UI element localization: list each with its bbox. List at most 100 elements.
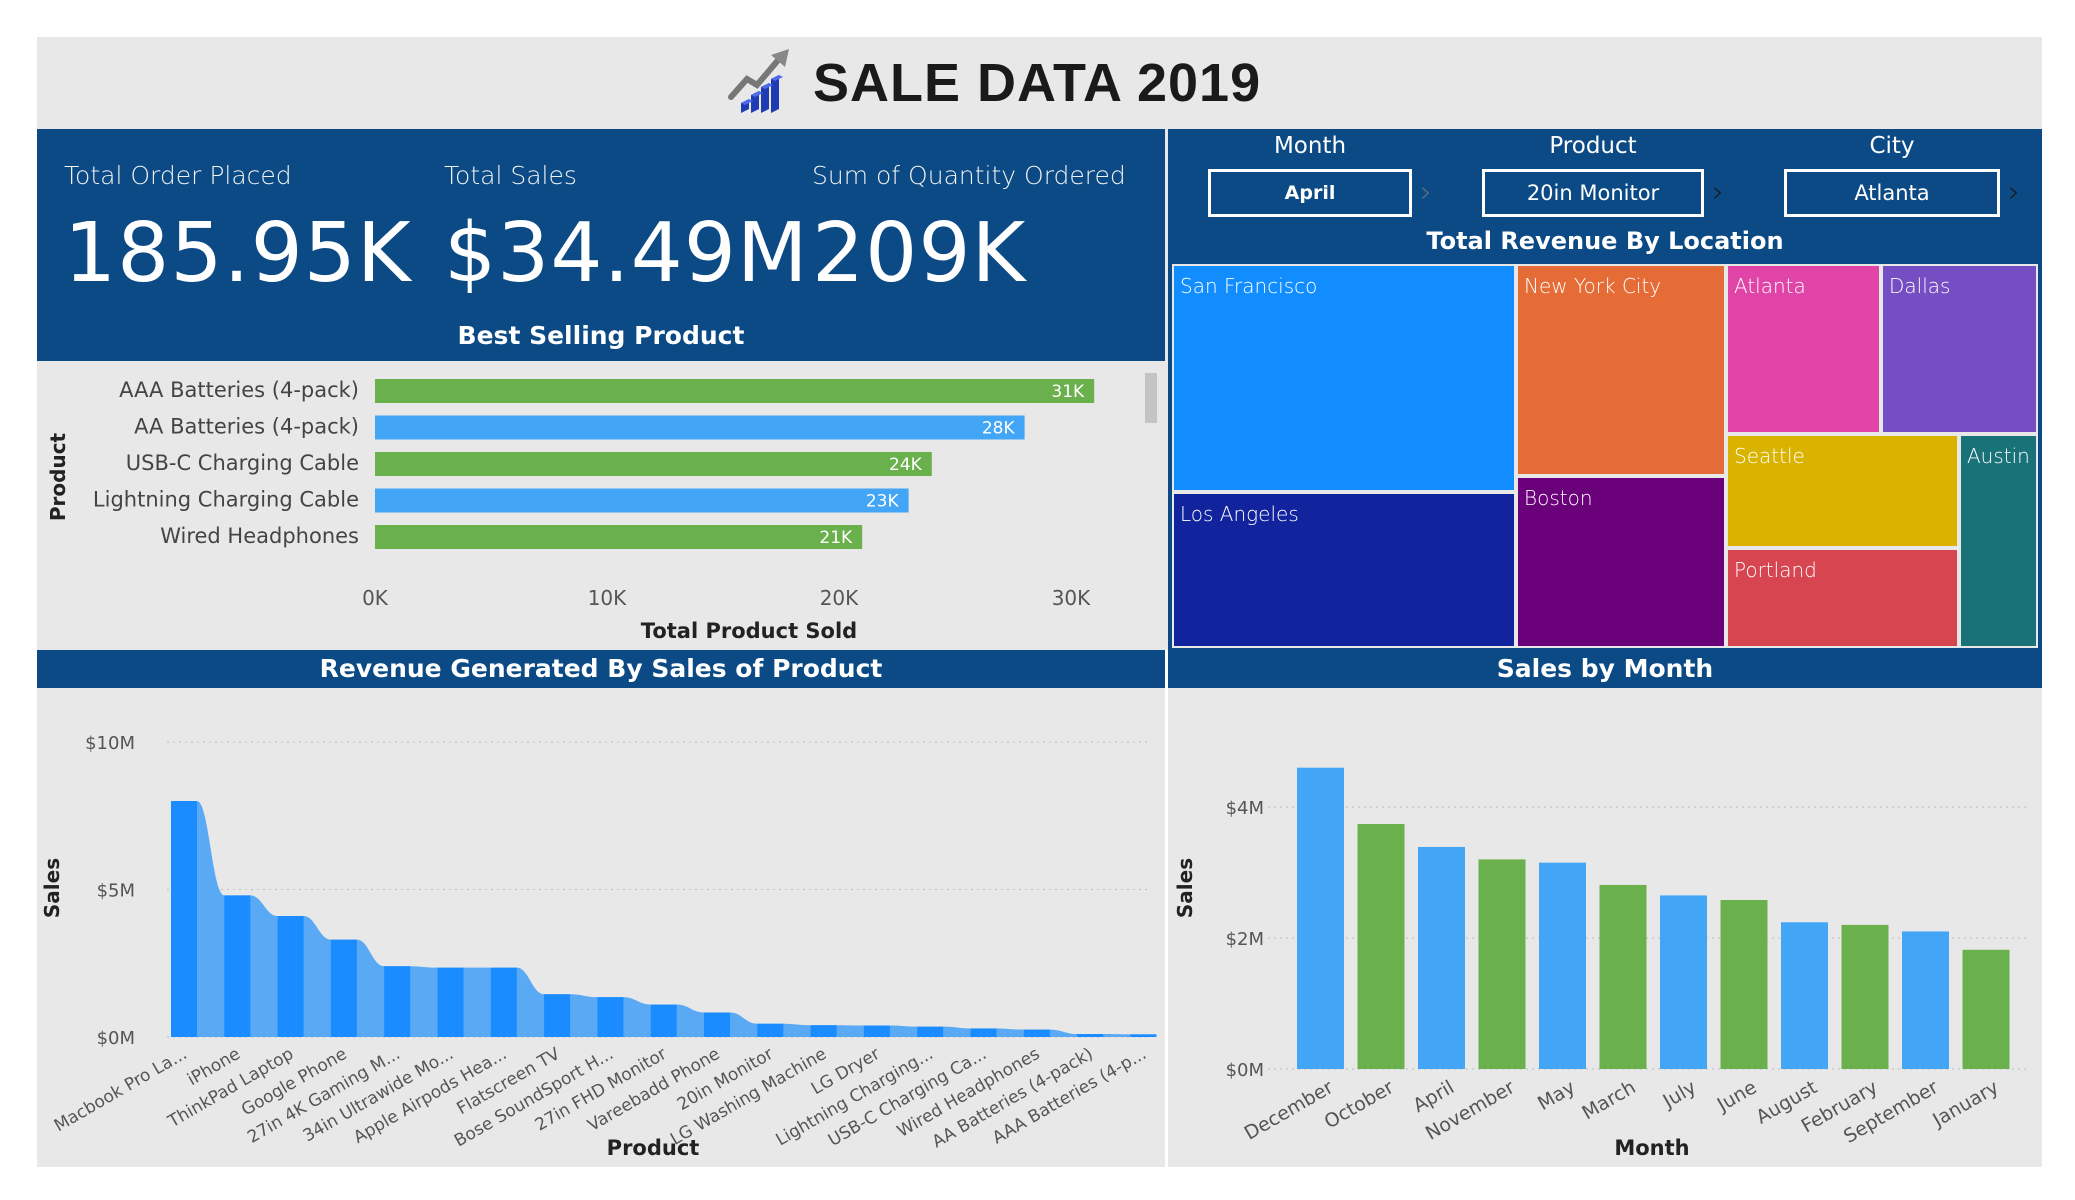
y-axis-label: Sales: [40, 858, 64, 918]
bar[interactable]: [863, 1025, 890, 1037]
y-axis-label: Product: [46, 432, 70, 521]
monthly-chart-title: Sales by Month: [1168, 650, 2042, 688]
x-axis-label: Product: [607, 1136, 700, 1160]
bar[interactable]: [597, 997, 624, 1037]
chevron-right-icon[interactable]: ›: [2008, 175, 2020, 210]
ribbon-area: [171, 801, 1157, 1037]
x-axis-label: Month: [1614, 1136, 1689, 1160]
x-tick-label: 30K: [1052, 586, 1091, 610]
data-label: 28K: [982, 419, 1016, 439]
treemap-cell[interactable]: Austin: [1959, 434, 2038, 648]
bar[interactable]: [330, 939, 357, 1037]
page-title: SALE DATA 2019: [813, 53, 1262, 113]
y-tick-label: $10M: [85, 733, 135, 754]
product-slicer[interactable]: 20in Monitor: [1482, 169, 1704, 217]
x-tick-label: 10K: [588, 586, 627, 610]
divider: [1165, 650, 1168, 1167]
treemap-cell[interactable]: New York City: [1516, 264, 1726, 476]
bar[interactable]: [917, 1026, 944, 1037]
y-tick-label: $2M: [1226, 929, 1264, 950]
monthly-chart: Sales Month $0M $2M $4M December October Apri…: [1168, 688, 2042, 1167]
bar[interactable]: [1720, 900, 1768, 1069]
title-group: SALE DATA 2019: [727, 49, 1261, 117]
treemap-cell[interactable]: Dallas: [1881, 264, 2038, 434]
chevron-right-icon[interactable]: ›: [1420, 175, 1432, 210]
bar[interactable]: [757, 1023, 784, 1037]
filter-label: Month: [1273, 133, 1347, 159]
treemap-panel: San Francisco Los Angeles New York City Bos…: [1168, 264, 2042, 650]
bar[interactable]: [375, 488, 909, 513]
bar[interactable]: [1478, 859, 1526, 1069]
chevron-right-icon[interactable]: ›: [1712, 175, 1724, 210]
month-slicer[interactable]: April: [1208, 169, 1412, 217]
treemap-cell[interactable]: Boston: [1516, 476, 1726, 648]
category-label: Wired Headphones: [160, 524, 359, 548]
bar[interactable]: [810, 1025, 837, 1037]
revenue-chart-title: Revenue Generated By Sales of Product: [37, 650, 1165, 688]
revenue-chart: Sales Product $0M $5M $10M Macbook Pro La..…: [37, 688, 1165, 1167]
revenue-treemap: San Francisco Los Angeles New York City Bos…: [1172, 264, 2038, 648]
data-label: 31K: [1051, 382, 1085, 402]
data-label: 21K: [819, 528, 853, 548]
treemap-title: Total Revenue By Location: [1426, 227, 1784, 255]
scrollbar-thumb[interactable]: [1145, 373, 1157, 423]
kpi-value: $34.49M: [444, 206, 809, 301]
bar[interactable]: [375, 452, 932, 476]
category-label: AAA Batteries (4-pack): [119, 378, 359, 402]
bar[interactable]: [1841, 924, 1889, 1069]
data-label: 23K: [866, 492, 900, 512]
bar[interactable]: [1599, 884, 1647, 1069]
category-label: USB-C Charging Cable: [126, 451, 359, 475]
bar[interactable]: [1357, 824, 1405, 1069]
best-selling-title: Best Selling Product: [457, 321, 745, 350]
x-tick-label: May: [1534, 1076, 1579, 1115]
treemap-cell[interactable]: Atlanta: [1726, 264, 1881, 434]
filter-product: Product 20in Monitor: [1482, 129, 1704, 217]
kpi-panel: Total Order Placed 185.95K Total Sales $…: [37, 129, 1165, 361]
bar[interactable]: [1539, 862, 1586, 1069]
bar[interactable]: [650, 1004, 677, 1037]
bar[interactable]: [1781, 922, 1828, 1069]
bar[interactable]: [544, 994, 571, 1037]
bar[interactable]: [277, 916, 304, 1037]
y-tick-label: $5M: [97, 881, 135, 902]
category-label: Lightning Charging Cable: [93, 488, 359, 512]
bar[interactable]: [1902, 931, 1949, 1069]
kpi-value: 185.95K: [64, 206, 412, 301]
treemap-cell[interactable]: Los Angeles: [1172, 492, 1516, 648]
bar[interactable]: [375, 525, 863, 549]
city-slicer[interactable]: Atlanta: [1784, 169, 2000, 217]
bar[interactable]: [437, 967, 464, 1037]
bar[interactable]: [1660, 895, 1707, 1069]
y-tick-label: $0M: [97, 1028, 135, 1049]
data-label: 24K: [889, 455, 923, 475]
bar[interactable]: [1297, 767, 1344, 1069]
bar[interactable]: [171, 801, 197, 1037]
bar[interactable]: [375, 379, 1095, 403]
bar[interactable]: [1962, 949, 2010, 1069]
x-tick-label: July: [1659, 1076, 1700, 1113]
x-tick-label: December: [1241, 1076, 1337, 1144]
bar[interactable]: [1023, 1029, 1050, 1037]
bar[interactable]: [1130, 1034, 1157, 1037]
kpi-value: 209K: [812, 206, 1027, 301]
y-axis-label: Sales: [1173, 858, 1197, 918]
treemap-cell[interactable]: Seattle: [1726, 434, 1959, 548]
kpi-label: Total Sales: [444, 161, 577, 190]
bar[interactable]: [224, 895, 251, 1037]
kpi-quantity-ordered: Sum of Quantity Ordered 209K: [812, 161, 1126, 301]
treemap-cell[interactable]: San Francisco: [1172, 264, 1516, 492]
treemap-cell[interactable]: Portland: [1726, 548, 1959, 648]
bar[interactable]: [490, 967, 517, 1037]
title-bar: SALE DATA 2019: [37, 37, 2042, 129]
bar[interactable]: [375, 415, 1025, 440]
bar[interactable]: [1418, 846, 1465, 1069]
filter-panel: Month April › Product 20in Monitor › Cit…: [1168, 129, 2042, 264]
rising-bar-chart-icon: [727, 47, 799, 119]
bar[interactable]: [704, 1012, 730, 1037]
dashboard-canvas: SALE DATA 2019 Total Order Placed 185.95…: [37, 37, 2042, 1167]
bar[interactable]: [970, 1028, 997, 1037]
bar[interactable]: [1077, 1034, 1104, 1037]
bar[interactable]: [384, 966, 411, 1037]
